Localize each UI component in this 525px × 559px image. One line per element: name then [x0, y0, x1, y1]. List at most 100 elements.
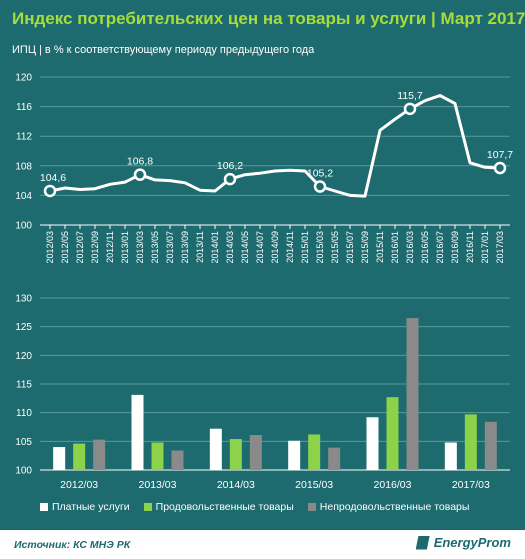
bar-legend: Платные услуги Продовольственные товары Не… [40, 501, 469, 513]
line-xtick-label: 2016/09 [450, 231, 460, 264]
bar [171, 450, 184, 470]
line-xtick-label: 2014/11 [285, 231, 295, 263]
line-chart: 100 104 108 112 116 120 2012/03 2012/05 2012/07 2… [15, 73, 513, 264]
footer: Источник: КС МНЭ РК EnergyProm [0, 530, 525, 559]
bar [131, 394, 144, 470]
line-ytick-label: 100 [15, 221, 32, 232]
line-marker [313, 180, 327, 193]
bar [93, 439, 106, 470]
line-xtick-label: 2012/03 [45, 231, 55, 264]
line-xtick-label: 2015/05 [330, 231, 340, 264]
line-xtick-label: 2016/03 [405, 231, 415, 264]
bar [444, 442, 457, 470]
line-xtick-label: 2017/03 [495, 231, 505, 264]
bar-category-label: 2017/03 [452, 479, 490, 491]
line-ytick-label: 112 [16, 132, 32, 143]
line-data-label: 106,2 [217, 160, 243, 172]
legend-swatch [307, 503, 316, 511]
bar-category-label: 2015/03 [295, 479, 333, 491]
line-ytick-label: 120 [15, 73, 32, 84]
line-xtick-label: 2012/11 [105, 231, 115, 263]
bar [73, 443, 86, 470]
line-xtick-label: 2013/05 [150, 231, 160, 264]
legend-label: Платные услуги [52, 501, 130, 513]
line-ytick-label: 116 [16, 102, 32, 113]
bar [209, 428, 222, 470]
line-ytick-label: 104 [15, 191, 32, 202]
bar-ytick-label: 105 [15, 437, 32, 448]
line-data-label: 104,6 [40, 172, 66, 184]
bar [328, 447, 341, 470]
line-xtick-label: 2016/01 [390, 231, 400, 264]
bar [308, 434, 321, 470]
chart-subtitle: ИПЦ | в % к соответствующему периоду пре… [12, 44, 315, 56]
bar [288, 440, 301, 470]
line-xtick-label: 2015/03 [315, 231, 325, 264]
bar [229, 439, 242, 470]
line-xtick-label: 2017/01 [480, 231, 490, 264]
brand-name: EnergyProm [433, 535, 511, 550]
bar-ytick-label: 100 [15, 466, 32, 477]
line-xtick-label: 2013/07 [165, 231, 175, 264]
bar-category-label: 2013/03 [139, 479, 177, 491]
bar-ytick-label: 110 [16, 408, 32, 419]
legend-item: Непродовольственные товары [307, 501, 470, 513]
line-xtick-label: 2012/09 [90, 231, 100, 264]
bar-ytick-label: 125 [15, 322, 32, 333]
line-marker [133, 168, 147, 181]
line-data-label: 115,7 [397, 90, 423, 102]
bar-category-label: 2012/03 [60, 479, 98, 491]
bar [406, 318, 419, 470]
line-ytick-label: 108 [15, 161, 32, 172]
legend-item: Продовольственные товары [143, 501, 294, 513]
line-xtick-label: 2015/01 [300, 231, 310, 264]
line-xtick-label: 2016/05 [420, 231, 430, 264]
chart-area: 100 104 108 112 116 120 2012/03 2012/05 2012/07 2… [15, 73, 513, 492]
line-data-label: 106,8 [127, 156, 153, 168]
line-xtick-label: 2013/03 [135, 231, 145, 264]
page-title: Индекс потребительских цен на товары и у… [12, 9, 525, 28]
bar-ytick-label: 130 [15, 294, 32, 305]
line-xtick-label: 2013/01 [120, 231, 130, 264]
bar-chart: 100 105 110 115 120 125 130 2012/03 2013/03 2014/… [15, 294, 510, 491]
line-xtick-label: 2015/09 [360, 231, 370, 264]
legend-swatch [40, 503, 48, 511]
brand-logo: EnergyProm [415, 535, 511, 550]
line-marker [403, 102, 417, 116]
line-xtick-label: 2014/07 [255, 231, 265, 264]
line-xtick-label: 2012/07 [75, 231, 85, 264]
bar [366, 417, 379, 470]
line-marker [43, 184, 57, 198]
cpi-line [49, 94, 501, 198]
line-data-label: 107,7 [487, 149, 513, 161]
line-xtick-label: 2013/11 [195, 231, 205, 263]
line-data-label: 105,2 [307, 168, 333, 180]
bar [151, 442, 164, 470]
bar [464, 414, 477, 470]
legend-label: Продовольственные товары [155, 501, 294, 513]
bar-category-label: 2014/03 [217, 479, 255, 491]
legend-item: Платные услуги [40, 501, 130, 513]
source-note: Источник: КС МНЭ РК [14, 539, 131, 551]
legend-label: Непродовольственные товары [319, 501, 470, 513]
bar [53, 447, 66, 470]
line-xtick-label: 2014/03 [225, 231, 235, 264]
energyprom-logo-icon [415, 535, 430, 550]
line-xtick-label: 2014/09 [270, 231, 280, 264]
bar-ytick-label: 120 [15, 351, 32, 362]
line-xtick-label: 2014/01 [210, 231, 220, 264]
bar-ytick-label: 115 [16, 380, 32, 391]
line-xtick-label: 2014/05 [240, 231, 250, 264]
line-xtick-label: 2012/05 [60, 231, 70, 264]
line-xtick-label: 2015/07 [345, 231, 355, 264]
bar [484, 421, 497, 470]
bar [386, 397, 399, 470]
line-marker [493, 161, 507, 175]
line-xtick-label: 2016/07 [435, 231, 445, 264]
line-marker [223, 172, 237, 186]
bar-category-label: 2016/03 [374, 479, 412, 491]
bar [249, 435, 262, 470]
legend-swatch [143, 503, 152, 511]
line-xtick-label: 2013/09 [180, 231, 190, 264]
line-xtick-label: 2015/11 [375, 231, 385, 263]
